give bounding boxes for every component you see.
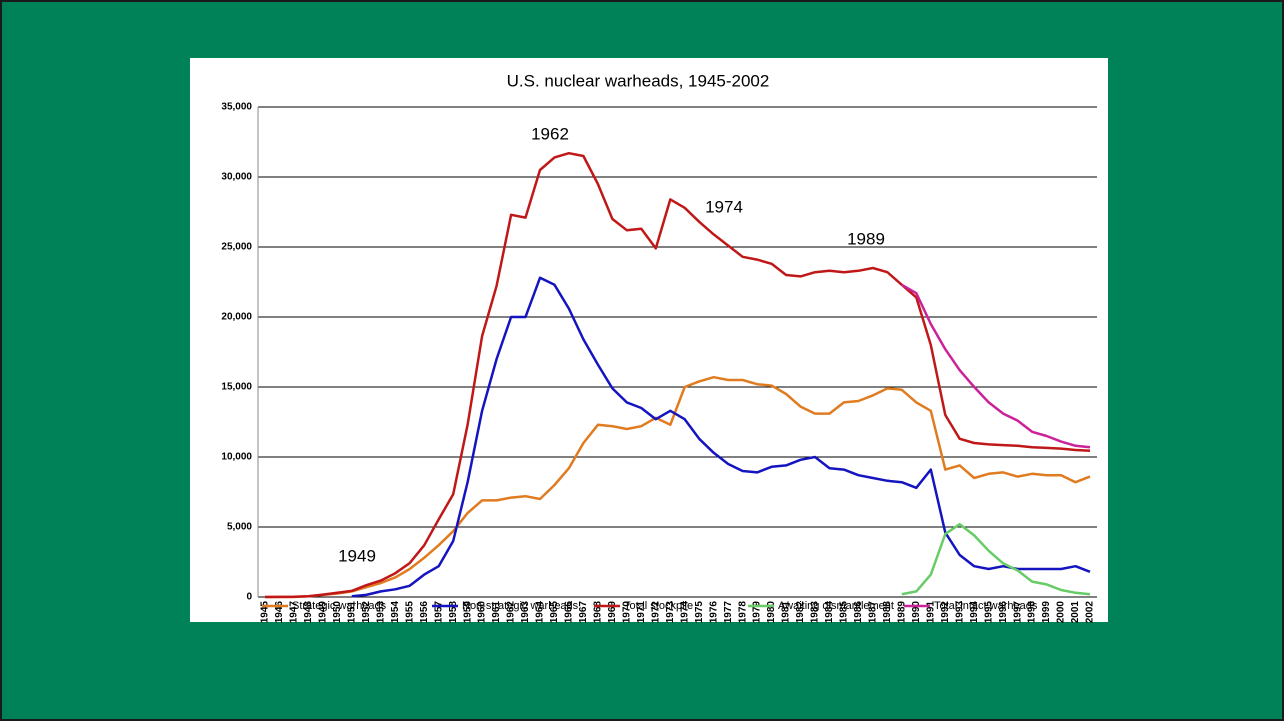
x-tick-label: 1985 <box>839 601 850 624</box>
y-tick-label: 25,000 <box>221 242 252 253</box>
y-tick-label: 5,000 <box>227 522 252 533</box>
x-tick-label: 1946 <box>274 601 285 624</box>
series-line <box>265 375 1091 599</box>
x-tick-label: 1950 <box>332 601 343 624</box>
x-tick-label: 1961 <box>491 601 502 624</box>
x-tick-label: 1966 <box>564 601 575 624</box>
series-line <box>901 522 1091 596</box>
x-tick-label: 1986 <box>853 601 864 624</box>
x-tick-label: 1995 <box>983 601 994 624</box>
y-tick-label: 10,000 <box>221 452 252 463</box>
x-tick-label: 1965 <box>549 601 560 624</box>
x-tick-label: 1976 <box>708 601 719 624</box>
annotation: 1949 <box>338 546 376 565</box>
x-tick-label: 1984 <box>824 601 835 624</box>
legend-label: Total intact warheads <box>934 600 1038 612</box>
legend-label: Non-strategic warheads <box>462 600 579 612</box>
x-tick-label: 1971 <box>636 601 647 624</box>
x-tick-label: 1981 <box>781 601 792 624</box>
y-tick-label: 20,000 <box>221 312 252 323</box>
legend-label: Strategic warheads <box>292 600 387 612</box>
series-line <box>264 151 1091 599</box>
x-tick-label: 2002 <box>1085 601 1096 624</box>
annotation: 1974 <box>705 197 743 216</box>
y-tick-label: 30,000 <box>221 172 252 183</box>
x-tick-label: 1997 <box>1012 601 1023 624</box>
legend-label: Awaiting dismantlement <box>778 600 894 612</box>
x-tick-label: 1958 <box>448 601 459 624</box>
x-tick-label: 1989 <box>896 601 907 624</box>
x-tick-label: 1945 <box>260 601 271 624</box>
y-tick-label: 35,000 <box>221 102 252 113</box>
x-tick-label: 1956 <box>419 601 430 624</box>
x-tick-label: 2000 <box>1056 601 1067 624</box>
x-tick-label: 1972 <box>650 601 661 624</box>
x-tick-label: 1975 <box>694 601 705 624</box>
x-tick-label: 1948 <box>303 601 314 624</box>
legend-label: Total stockpile <box>624 600 693 612</box>
x-tick-label: 1987 <box>868 601 879 624</box>
x-tick-label: 1988 <box>882 601 893 624</box>
x-tick-label: 1977 <box>723 601 734 624</box>
x-tick-label: 1998 <box>1027 601 1038 624</box>
x-tick-label: 1970 <box>621 601 632 624</box>
x-tick-label: 1980 <box>766 601 777 624</box>
x-tick-label: 1974 <box>679 601 690 624</box>
x-tick-label: 1957 <box>433 601 444 624</box>
x-tick-label: 2001 <box>1070 601 1081 624</box>
x-tick-label: 1947 <box>289 601 300 624</box>
x-tick-label: 1992 <box>940 601 951 624</box>
annotation: 1962 <box>531 124 569 143</box>
series-line <box>351 276 1091 598</box>
x-tick-label: 1949 <box>318 601 329 624</box>
series-line <box>901 283 1091 449</box>
y-tick-label: 15,000 <box>221 382 252 393</box>
x-tick-label: 1959 <box>462 601 473 624</box>
x-tick-label: 1960 <box>477 601 488 624</box>
x-tick-label: 1967 <box>578 601 589 624</box>
x-tick-label: 1952 <box>361 601 372 624</box>
x-tick-label: 1991 <box>925 601 936 624</box>
x-tick-label: 1990 <box>911 601 922 624</box>
x-tick-label: 1983 <box>810 601 821 624</box>
x-tick-label: 1951 <box>346 601 357 624</box>
x-tick-label: 1953 <box>375 601 386 624</box>
x-tick-label: 1973 <box>665 601 676 624</box>
x-tick-label: 1982 <box>795 601 806 624</box>
x-tick-label: 1979 <box>752 601 763 624</box>
x-tick-label: 1996 <box>998 601 1009 624</box>
chart-panel <box>190 58 1108 622</box>
x-tick-label: 1969 <box>607 601 618 624</box>
x-tick-label: 1962 <box>506 601 517 624</box>
x-tick-label: 1954 <box>390 601 401 624</box>
x-tick-label: 1963 <box>520 601 531 624</box>
x-tick-label: 1993 <box>954 601 965 624</box>
x-tick-label: 1999 <box>1041 601 1052 624</box>
x-tick-label: 1955 <box>404 601 415 624</box>
x-tick-label: 1994 <box>969 601 980 624</box>
chart-title: U.S. nuclear warheads, 1945-2002 <box>507 71 770 90</box>
x-tick-label: 1968 <box>593 601 604 624</box>
x-tick-label: 1978 <box>737 601 748 624</box>
x-tick-label: 1964 <box>535 601 546 624</box>
annotation: 1989 <box>847 229 885 248</box>
y-tick-label: 0 <box>246 592 252 603</box>
